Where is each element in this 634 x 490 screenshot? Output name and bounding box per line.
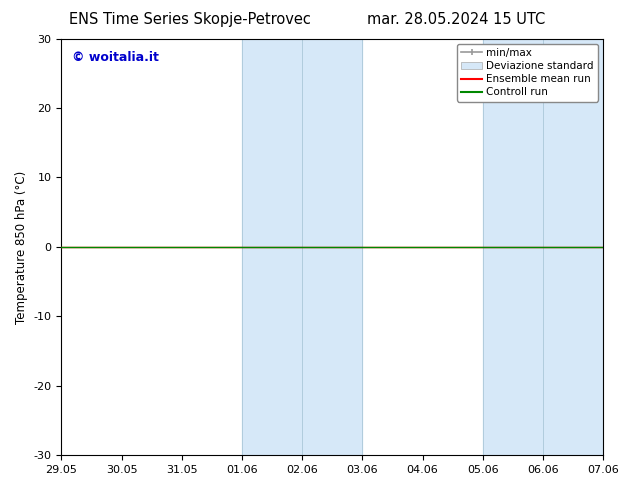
Text: ENS Time Series Skopje-Petrovec: ENS Time Series Skopje-Petrovec	[69, 12, 311, 27]
Bar	[242, 39, 363, 455]
Text: mar. 28.05.2024 15 UTC: mar. 28.05.2024 15 UTC	[367, 12, 546, 27]
Text: © woitalia.it: © woitalia.it	[72, 51, 159, 64]
Bar	[482, 39, 603, 455]
Y-axis label: Temperature 850 hPa (°C): Temperature 850 hPa (°C)	[15, 171, 28, 323]
Legend: min/max, Deviazione standard, Ensemble mean run, Controll run: min/max, Deviazione standard, Ensemble m…	[457, 44, 598, 101]
